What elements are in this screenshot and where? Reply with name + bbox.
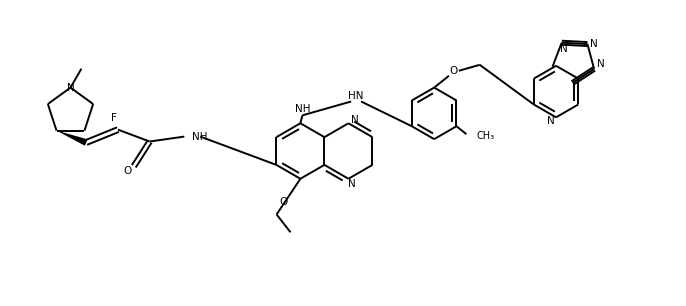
Text: N: N — [351, 115, 358, 125]
Text: O: O — [123, 166, 132, 176]
Text: N: N — [560, 44, 567, 54]
Text: NH: NH — [294, 104, 310, 114]
Text: N: N — [591, 39, 598, 49]
Text: N: N — [547, 116, 555, 126]
Text: F: F — [111, 113, 117, 123]
Polygon shape — [56, 131, 88, 146]
Text: O: O — [279, 196, 287, 207]
Text: O: O — [450, 66, 458, 76]
Text: N: N — [67, 83, 74, 93]
Text: CH₃: CH₃ — [476, 131, 495, 141]
Text: N: N — [348, 179, 355, 189]
Text: N: N — [598, 59, 605, 69]
Text: NH: NH — [192, 132, 208, 142]
Text: HN: HN — [348, 91, 364, 101]
